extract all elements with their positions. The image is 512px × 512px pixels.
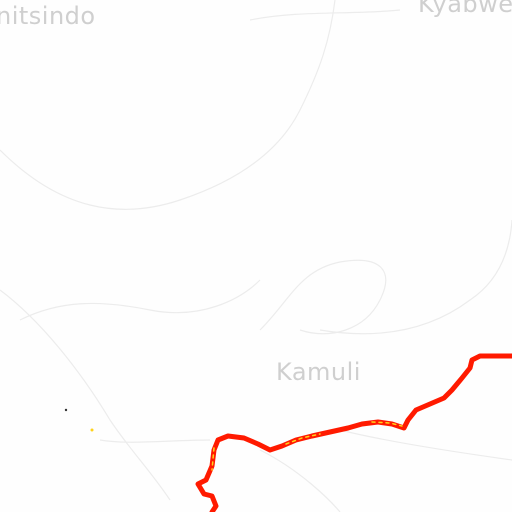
road-south-east <box>259 449 341 512</box>
road-mid-south <box>19 279 261 321</box>
road-center-loop <box>259 259 387 335</box>
small-dot-marker <box>64 408 68 412</box>
route-line <box>195 353 512 512</box>
road-lower-west <box>99 439 211 443</box>
road-north-curve <box>0 0 336 210</box>
small-yellow-marker <box>90 428 94 432</box>
road-north-top <box>249 9 401 21</box>
place-label-kamuli: Kamuli <box>276 358 361 386</box>
road-ne-branch <box>319 219 512 335</box>
route-main-path <box>195 353 512 512</box>
place-label-kyabwe: Kyabwe <box>418 0 512 18</box>
route-highlight-path <box>211 421 403 471</box>
road-west-diagonal <box>0 289 171 501</box>
road-east <box>339 429 512 461</box>
place-label-nitsindo: nitsindo <box>0 2 96 30</box>
